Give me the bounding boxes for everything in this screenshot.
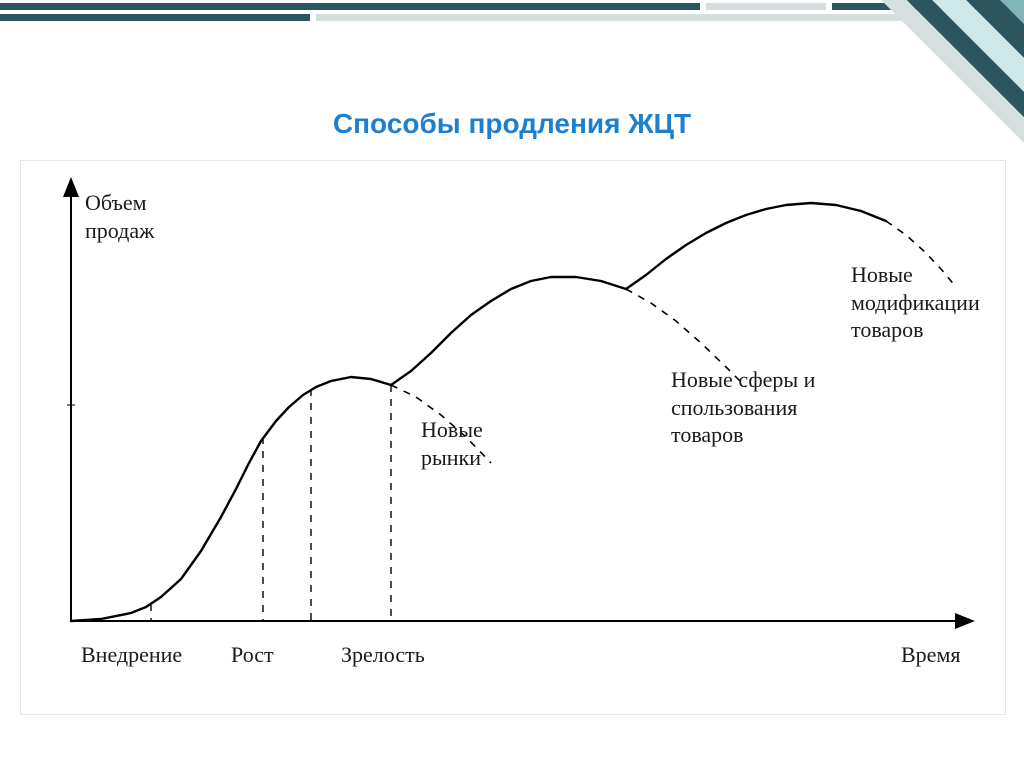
lifecycle-chart bbox=[21, 161, 1005, 714]
curve2-label: Новые сферы и спользования товаров bbox=[671, 366, 815, 449]
chart-container: Объем продаж Новые рынки Новые сферы и с… bbox=[20, 160, 1006, 715]
x-category-intro: Внедрение bbox=[81, 641, 182, 669]
curve3-label: Новые модификации товаров bbox=[851, 261, 980, 344]
top-bar-decor bbox=[0, 0, 1024, 24]
y-axis-label: Объем продаж bbox=[85, 189, 154, 244]
slide-title: Способы продления ЖЦТ bbox=[0, 108, 1024, 140]
curve1-label: Новые рынки bbox=[421, 416, 483, 471]
x-axis-label: Время bbox=[901, 641, 960, 669]
x-category-maturity: Зрелость bbox=[341, 641, 425, 669]
x-category-growth: Рост bbox=[231, 641, 274, 669]
